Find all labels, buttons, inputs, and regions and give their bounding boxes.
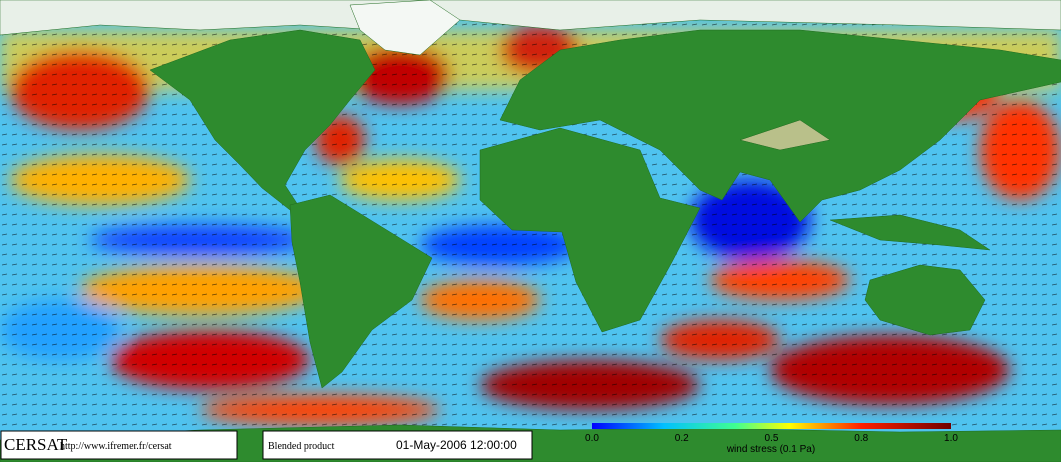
colorbar: [592, 423, 951, 429]
colorbar-ticks: 0.0 0.2 0.5 0.8 1.0: [585, 433, 958, 444]
colorbar-tick-label: 1.0: [944, 433, 958, 444]
footer: CERSAT http://www.ifremer.fr/cersat Blen…: [0, 423, 958, 460]
colorbar-tick-label: 0.8: [854, 433, 868, 444]
datetime: 01-May-2006 12:00:00: [396, 438, 517, 452]
product: Blended product: [268, 441, 335, 452]
colorbar-tick-label: 0.2: [675, 433, 689, 444]
colorbar-label: wind stress (0.1 Pa): [726, 444, 815, 455]
org-box: [0, 430, 238, 460]
org-url: http://www.ifremer.fr/cersat: [60, 441, 172, 452]
colorbar-tick-label: 0.0: [585, 433, 599, 444]
colorbar-tick-label: 0.5: [765, 433, 779, 444]
product-box: [262, 430, 533, 460]
org-name: CERSAT: [4, 435, 68, 454]
